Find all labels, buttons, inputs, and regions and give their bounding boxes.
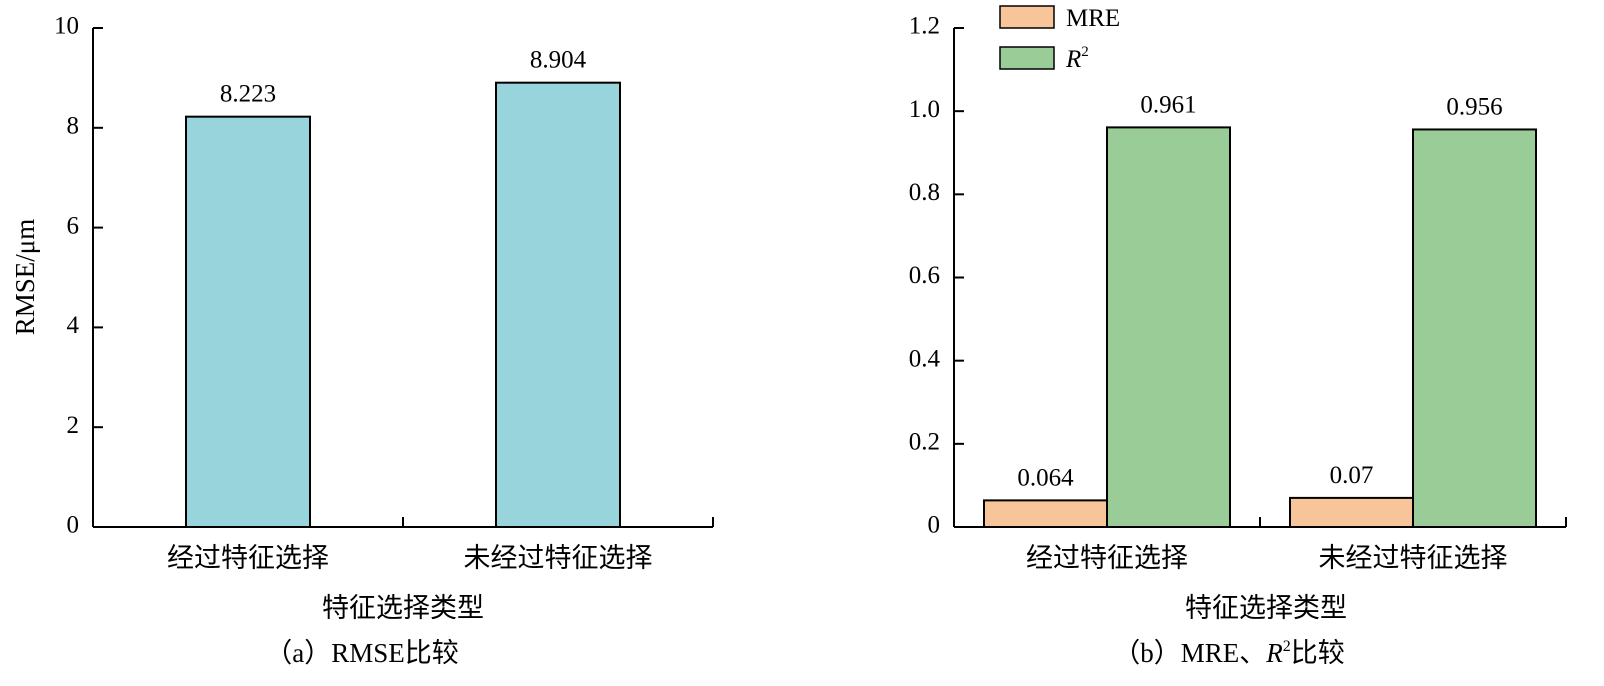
- chart-a-data-labels: 8.223 8.904: [220, 47, 587, 108]
- bar: [1106, 126, 1231, 529]
- data-label: 8.223: [220, 81, 276, 108]
- y-tick-label: 0: [928, 512, 941, 539]
- chart-a-category-labels: 经过特征选择 未经过特征选择: [167, 543, 653, 573]
- bar: [185, 115, 311, 528]
- y-tick-label: 10: [54, 13, 79, 40]
- data-label: 0.064: [1017, 464, 1074, 491]
- legend-swatch-r2: [999, 46, 1055, 70]
- bar: [495, 81, 621, 528]
- legend-swatch-mre: [999, 5, 1055, 29]
- y-tick-label: 0: [67, 512, 80, 539]
- y-tick-label: 0.8: [909, 179, 940, 206]
- y-tick-label: 0.4: [909, 345, 941, 372]
- legend-label-r2: R2: [1065, 44, 1089, 73]
- category-label: 经过特征选择: [1026, 543, 1188, 573]
- chart-a-x-axis-label: 特征选择类型: [322, 593, 484, 623]
- legend-label-mre: MRE: [1066, 5, 1120, 32]
- chart-b-x-ticks: [1259, 517, 1567, 527]
- chart-a-y-axis-label: RMSE/μm: [10, 219, 40, 336]
- bar: [1412, 128, 1537, 528]
- data-label: 0.956: [1446, 93, 1502, 120]
- y-tick-label: 8: [67, 113, 80, 140]
- chart-b-x-axis-label: 特征选择类型: [1185, 593, 1347, 623]
- y-tick-label: 4: [67, 312, 80, 339]
- category-label: 未经过特征选择: [1319, 543, 1508, 573]
- bar: [1289, 496, 1414, 528]
- chart-b-data-labels: 0.064 0.07 0.961 0.956: [1017, 91, 1502, 491]
- chart-a: 8.223 8.904 0 2 4 6 8 10 经过特征选择 未经过特征选择 RMSE/μm…: [10, 13, 714, 668]
- y-tick-label: 2: [67, 412, 80, 439]
- chart-b: 0.064 0.070.961 0.956 00.20.40.60.81.01.2 …: [909, 5, 1567, 668]
- y-tick-label: 6: [67, 212, 80, 239]
- chart-b-caption: （b）MRE、R2比较: [1113, 638, 1345, 668]
- data-label: 8.904: [530, 47, 587, 74]
- chart-b-legend: MRE R2: [999, 5, 1120, 73]
- chart-b-bars: [983, 126, 1537, 529]
- y-tick-label: 1.2: [909, 13, 940, 40]
- data-label: 0.07: [1330, 462, 1374, 489]
- chart-a-y-ticks: 0 2 4 6 8 10: [54, 13, 103, 539]
- data-label: 0.961: [1140, 91, 1196, 118]
- chart-b-category-labels: 经过特征选择 未经过特征选择: [1026, 543, 1508, 573]
- chart-b-y-ticks: 0 0.2 0.4 0.6 0.8 1.0 1.2: [909, 13, 964, 539]
- y-tick-label: 0.2: [909, 429, 940, 456]
- category-label: 未经过特征选择: [464, 543, 653, 573]
- bar: [983, 499, 1108, 528]
- y-tick-label: 0.6: [909, 262, 940, 289]
- chart-a-bars: [185, 81, 621, 528]
- y-tick-label: 1.0: [909, 96, 940, 123]
- chart-a-x-ticks: [402, 517, 714, 527]
- category-label: 经过特征选择: [167, 543, 329, 573]
- chart-a-caption: （a）RMSE比较: [265, 638, 459, 668]
